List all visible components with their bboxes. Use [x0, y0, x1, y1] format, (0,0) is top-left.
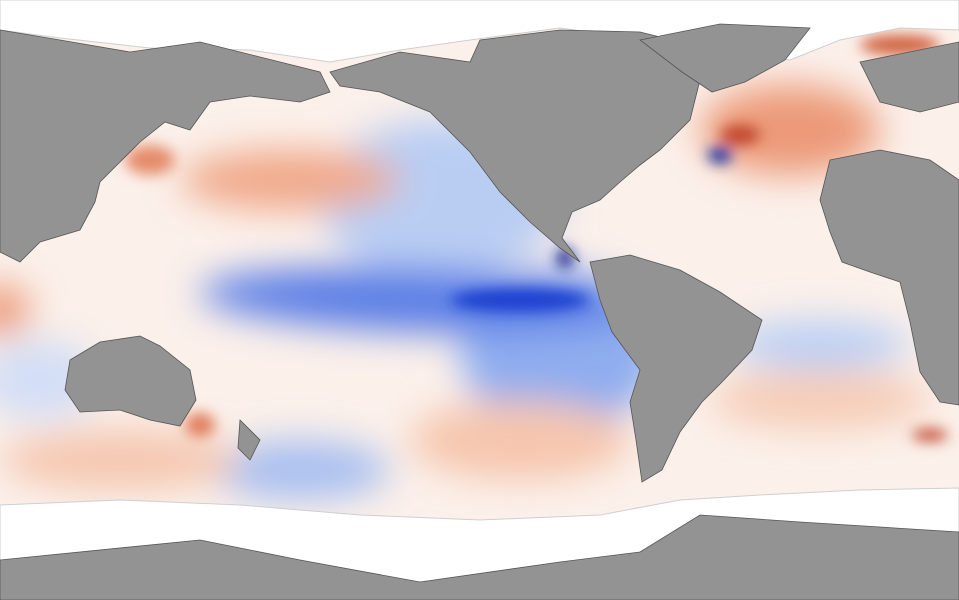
strong-warm: [720, 125, 760, 145]
strong-warm: [125, 145, 175, 175]
cool-band: [200, 267, 640, 333]
strong-cool: [708, 147, 732, 163]
strong-warm: [912, 429, 948, 441]
cool-patch: [730, 320, 910, 370]
europe: [859, 41, 959, 113]
warm-patch: [710, 370, 930, 430]
warm-patch: [0, 430, 240, 490]
land: [0, 23, 959, 483]
strong-warm: [185, 413, 215, 437]
antarctica: [0, 514, 959, 600]
australia: [64, 335, 197, 427]
warm-patch: [180, 150, 400, 210]
strong-cool: [450, 288, 590, 312]
warm-patch: [0, 285, 30, 335]
north-america: [329, 29, 701, 263]
greenland: [639, 23, 811, 93]
warm-patch: [700, 85, 880, 175]
asia: [0, 29, 331, 263]
south-america: [589, 254, 763, 483]
anomaly-detail: [125, 35, 948, 441]
new-zealand: [237, 419, 261, 461]
africa: [819, 149, 959, 406]
cool-patch: [210, 440, 390, 500]
warm-patch: [410, 400, 630, 480]
